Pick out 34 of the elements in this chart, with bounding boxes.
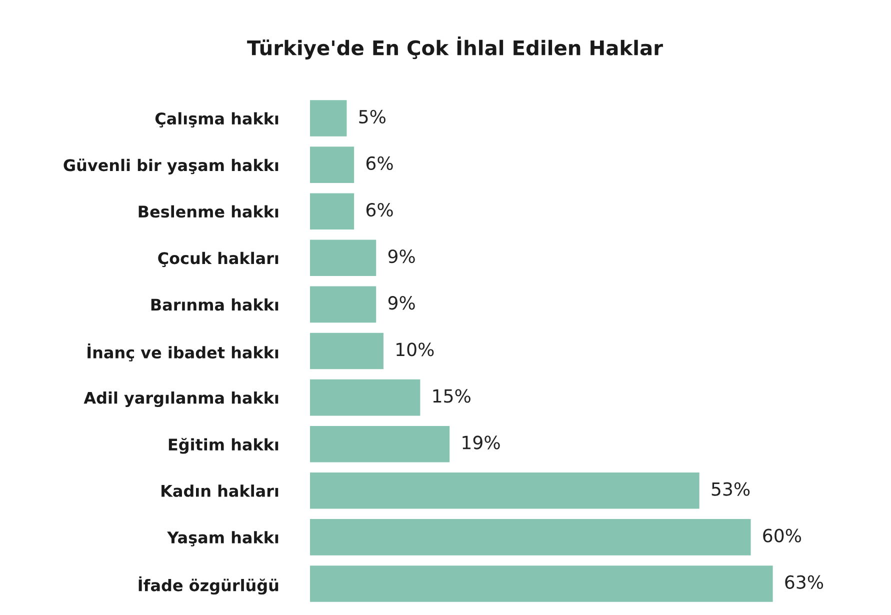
bar [310,472,700,509]
bar [310,286,376,323]
y-tick-label: Adil yargılanma hakkı [84,391,278,408]
y-tick-label: Eğitim hakkı [168,438,278,454]
bar [310,240,376,276]
bar [310,332,384,370]
bar [310,519,751,556]
y-tick-label: Çocuk hakları [158,252,278,268]
bar [310,426,450,462]
data-label: 53% [712,482,750,496]
y-tick-label: İfade özgürlüğü [138,576,278,595]
bar [310,146,354,183]
data-label: 15% [433,389,470,403]
data-label: 5% [359,110,386,124]
chart-title: Türkiye'de En Çok İhlal Edilen Haklar [247,36,663,60]
data-label: 10% [396,342,434,356]
y-tick-label: Beslenme hakkı [138,205,278,218]
y-tick-label: Güvenli bir yaşam hakkı [64,158,278,174]
data-label: 63% [785,575,824,589]
data-label: 19% [462,436,500,450]
bar [310,100,347,136]
data-label: 9% [388,296,415,310]
data-label: 9% [388,249,415,264]
y-tick-label: Yaşam hakkı [167,531,278,546]
y-tick-label: Çalışma hakkı [155,112,278,128]
data-label: 6% [366,202,393,217]
y-tick-label: Kadın hakları [162,484,278,497]
bar [310,379,420,416]
bar [310,193,354,230]
y-tick-label: İnanç ve ibadet hakkı [88,344,278,362]
bar [310,566,773,602]
data-label: 6% [366,156,393,170]
y-tick-label: Barınma hakkı [151,298,278,311]
data-label: 60% [763,528,802,542]
